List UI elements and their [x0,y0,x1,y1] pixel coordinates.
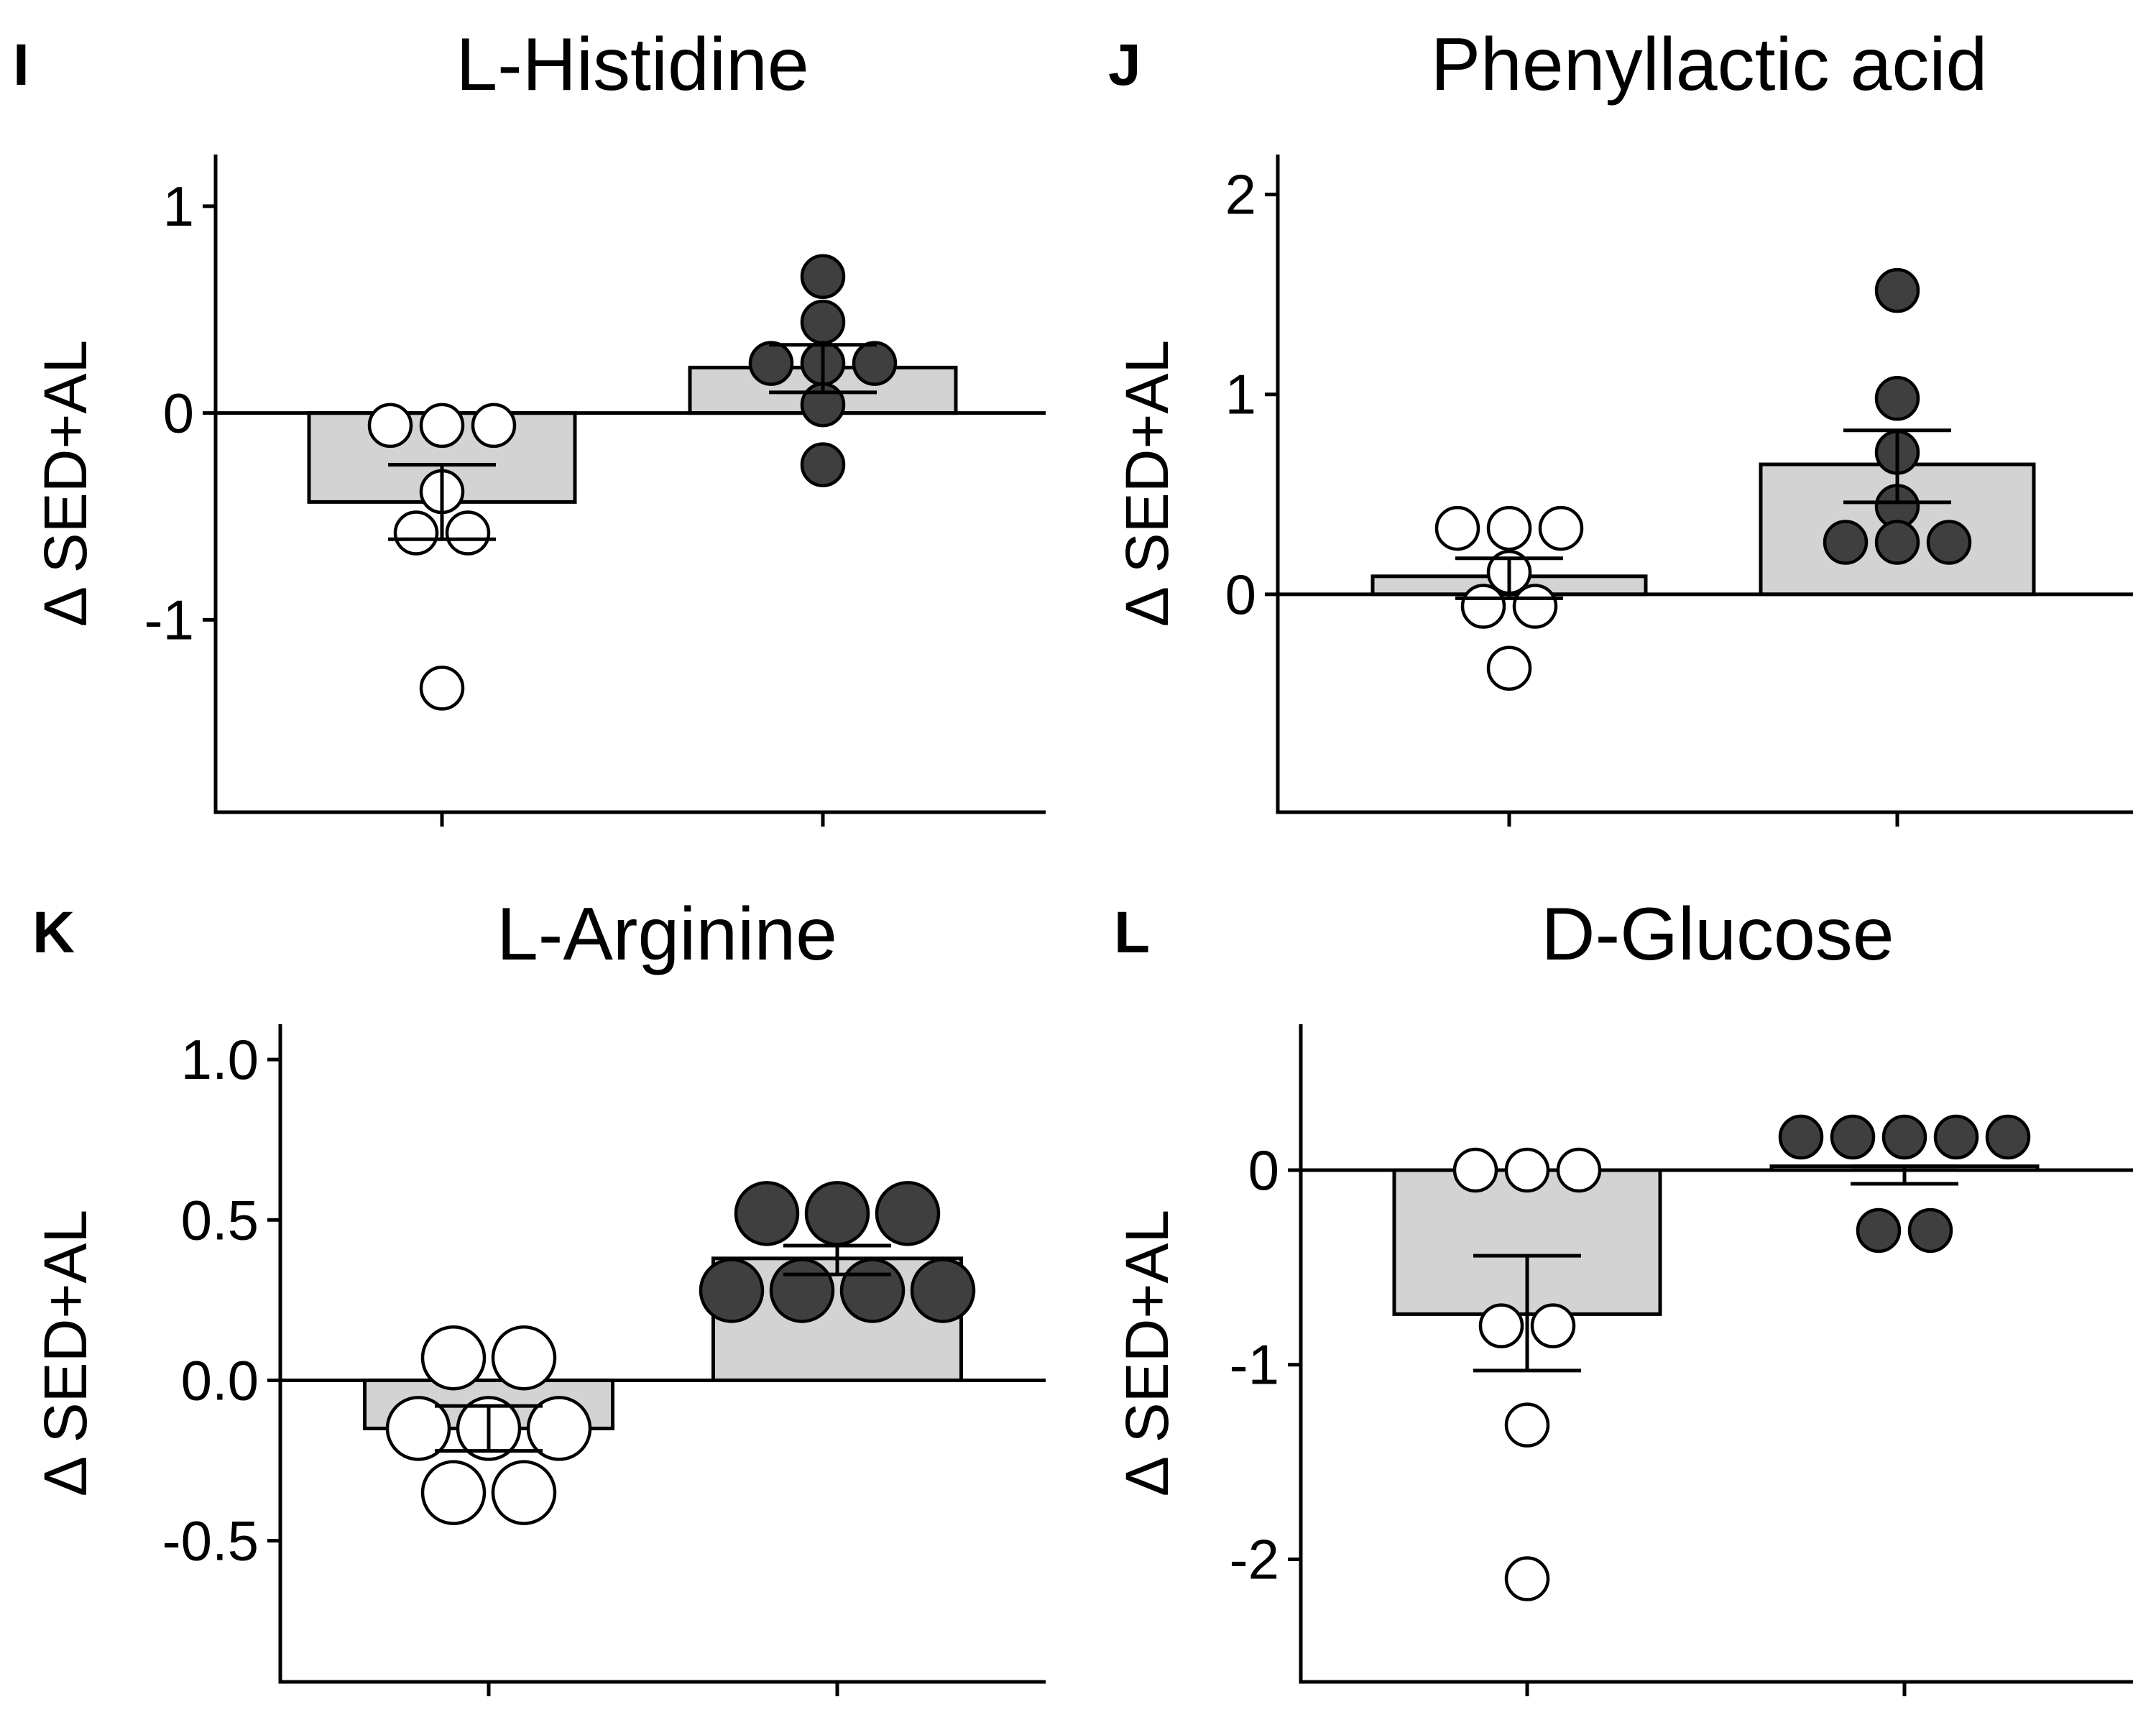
panel-letter: I [13,32,29,98]
data-point [1778,1114,1824,1160]
data-point [1512,584,1558,629]
data-point [1874,520,1920,565]
y-axis-label: Δ SED+AL [1113,1210,1181,1496]
panel-l: L D-Glucose Δ SED+AL 0 -1 -2 [1113,893,2133,1696]
data-point [1881,1114,1927,1160]
y-tick-label: -0.5 [162,1509,259,1573]
panel-j: J Phenyllactic acid Δ SED+AL 2 1 0 [1108,23,2133,827]
data-point [393,510,439,556]
panel-i: I L-Histidine Δ SED+AL 1 0 -1 [13,23,1046,827]
y-tick-label: -2 [1230,1527,1279,1591]
data-point [1830,1114,1876,1160]
data-point [1985,1114,2031,1160]
y-tick-label: -1 [144,588,194,651]
y-axis-label: Δ SED+AL [32,1210,99,1496]
data-point [804,1181,870,1246]
data-point [699,1258,765,1323]
data-point [445,510,491,556]
y-tick-label: 0.5 [181,1188,259,1251]
y-tick-label: 1 [1225,363,1256,426]
data-point [367,402,413,448]
data-point [491,1325,557,1391]
y-axis-label: Δ SED+AL [1113,340,1181,627]
data-point [769,1258,835,1323]
data-point [1926,520,1972,565]
data-point [910,1258,976,1323]
y-tick-label: 0 [1248,1138,1279,1202]
panel-k: K L-Arginine Δ SED+AL 1.0 0.5 0.0 -0.5 [32,893,1046,1696]
data-point [875,1181,941,1246]
data-point [1933,1114,1979,1160]
data-point [1452,1147,1498,1193]
data-point [1874,376,1920,421]
data-point [1504,1147,1550,1193]
data-point [734,1181,800,1246]
data-point [800,442,846,487]
data-point [491,1460,557,1525]
panel-title: Phenyllactic acid [1431,23,1988,106]
data-point [420,1325,487,1391]
data-point [852,341,898,386]
data-point [471,402,517,448]
data-point [419,402,465,448]
data-point [419,666,465,711]
data-point [800,299,846,345]
data-point [1823,520,1869,565]
data-point [748,341,794,386]
panel-letter: K [32,900,75,965]
data-point [1530,1303,1576,1348]
y-tick-label: 0 [1225,563,1256,626]
data-point [1907,1208,1953,1254]
data-point [1434,505,1480,551]
data-point [800,254,846,300]
data-point [1538,505,1584,551]
y-tick-label: 2 [1225,163,1256,226]
y-tick-label: 0.0 [181,1348,259,1412]
y-axis-label: Δ SED+AL [32,340,99,627]
data-point [1504,1556,1550,1601]
data-point [526,1396,592,1461]
data-point [1856,1208,1902,1254]
panel-letter: J [1108,32,1141,98]
data-point [1460,584,1506,629]
data-point [1478,1303,1524,1348]
data-point [420,1460,487,1525]
data-point [839,1258,906,1323]
y-tick-label: 1.0 [181,1028,259,1091]
data-point [385,1396,451,1461]
panel-title: L-Histidine [456,23,808,106]
y-tick-label: 1 [163,175,194,238]
panel-title: D-Glucose [1541,893,1894,976]
panel-title: L-Arginine [497,893,837,976]
data-point [1556,1147,1602,1193]
data-point [1504,1402,1550,1448]
y-tick-label: -1 [1230,1333,1279,1397]
data-point [1486,645,1532,691]
panel-letter: L [1114,900,1150,965]
data-point [1486,505,1532,551]
y-tick-label: 0 [163,382,194,445]
data-point [1874,267,1920,313]
